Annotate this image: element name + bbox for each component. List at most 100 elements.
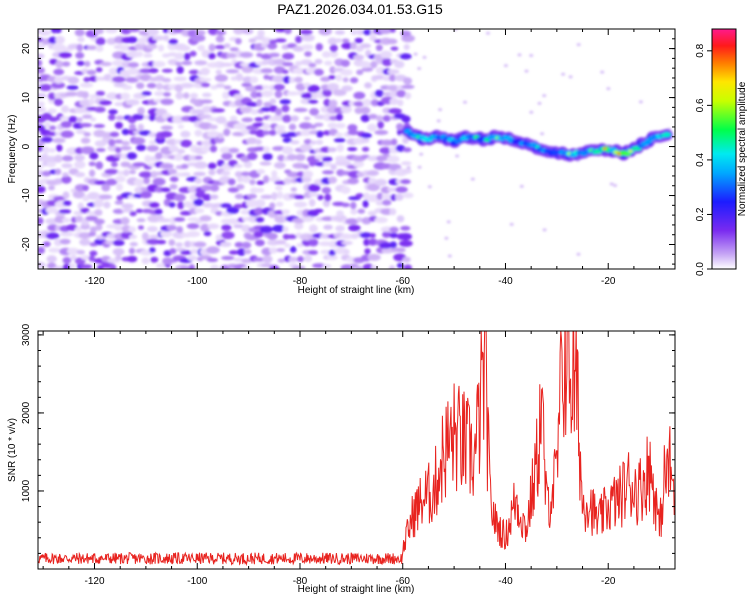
spectrogram-noise-cell	[48, 148, 56, 153]
spectrogram-noise-cell	[62, 61, 71, 67]
spectrogram-noise-cell	[390, 246, 399, 253]
spectrogram-noise-cell	[234, 171, 243, 178]
spectrogram-noise-cell	[188, 264, 195, 269]
spectrogram-noise-cell	[215, 30, 227, 36]
spectrogram-noise-cell	[274, 29, 288, 33]
spectrogram-noise-cell	[295, 35, 303, 44]
spectrogram-noise-cell	[66, 247, 80, 255]
spectrogram-noise-cell	[149, 140, 156, 145]
spectrogram-noise-cell	[382, 115, 391, 122]
spectrogram-noise-cell	[308, 238, 319, 247]
spectrogram-noise-cell	[234, 193, 244, 200]
spectrogram-noise-cell	[183, 92, 190, 99]
spectrogram-speck	[406, 166, 411, 170]
spectrogram-noise-cell	[209, 194, 219, 200]
spectrogram-noise-cell	[282, 76, 291, 84]
spectrogram-noise-cell	[360, 132, 372, 139]
spectrogram-noise-cell	[184, 240, 192, 248]
spectrogram-noise-cell	[335, 225, 345, 232]
spectrogram-noise-cell	[309, 224, 318, 233]
spectrogram-noise-cell	[155, 152, 163, 160]
spectrogram-noise-cell	[389, 74, 396, 82]
spectrogram-noise-cell	[361, 67, 374, 72]
spectrogram-noise-cell	[336, 210, 344, 217]
spectrogram-noise-cell	[78, 232, 92, 239]
spectrogram-noise-cell	[347, 147, 358, 152]
spectrogram-noise-cell	[281, 209, 290, 215]
spectrogram-noise-cell	[394, 60, 405, 69]
spectrogram-speck	[542, 94, 547, 98]
spectrogram-noise-cell	[154, 91, 165, 97]
spectrogram-noise-cell	[350, 201, 357, 210]
spectrogram-speck	[470, 177, 475, 181]
spectrogram-noise-cell	[119, 44, 131, 52]
spectrogram-noise-cell	[64, 91, 79, 97]
spectrogram-noise-cell	[168, 202, 176, 208]
spectrogram-noise-cell	[208, 52, 216, 60]
spectrogram-noise-cell	[159, 131, 173, 138]
spectrogram-noise-cell	[156, 263, 166, 269]
spectrogram-noise-cell	[387, 69, 400, 75]
spectrogram-noise-cell	[263, 175, 270, 184]
spectrogram-noise-cell	[98, 194, 113, 200]
spectrogram-noise-cell	[73, 210, 84, 216]
spectrogram-noise-cell	[121, 208, 134, 213]
spectrogram-noise-cell	[48, 116, 59, 122]
spectrogram-noise-cell	[38, 67, 46, 74]
spectrogram-noise-cell	[250, 109, 259, 115]
spectrogram-noise-cell	[342, 77, 349, 83]
spectrogram-noise-cell	[304, 51, 312, 57]
spectrogram-noise-cell	[303, 254, 313, 263]
y-tick-label: 2000	[21, 401, 32, 424]
spectrogram-noise-cell	[94, 106, 106, 113]
spectrogram-noise-cell	[194, 155, 203, 160]
spectrogram-noise-cell	[243, 160, 253, 169]
spectrogram-noise-cell	[52, 137, 66, 144]
y-tick-label: -10	[21, 188, 32, 203]
spectrogram-noise-cell	[389, 97, 399, 106]
spectrogram-noise-cell	[214, 61, 225, 69]
spectrogram-speck	[537, 101, 542, 105]
spectrogram-noise-cell	[74, 226, 83, 232]
spectrogram-noise-cell	[300, 129, 312, 137]
spectrogram-noise-cell	[38, 59, 43, 67]
spectrogram-noise-cell	[233, 122, 247, 130]
spectrogram-noise-cell	[381, 248, 394, 254]
spectrogram-noise-cell	[93, 124, 106, 128]
spectrogram-noise-cell	[327, 37, 338, 45]
spectrogram-noise-cell	[324, 193, 332, 202]
spectrogram-noise-cell	[138, 171, 153, 178]
spectrogram-noise-cell	[275, 239, 287, 245]
spectrogram-noise-cell	[138, 225, 144, 230]
spectrogram-noise-cell	[302, 164, 310, 170]
spectrogram-noise-cell	[215, 35, 225, 43]
spectrogram-noise-cell	[274, 90, 283, 99]
spectrogram-noise-cell	[242, 76, 254, 84]
spectrogram-noise-cell	[386, 187, 399, 192]
spectrogram-noise-cell	[55, 35, 65, 44]
spectrogram-speck	[638, 100, 643, 104]
spectrogram-noise-cell	[92, 29, 104, 35]
spectrogram-noise-cell	[248, 38, 257, 43]
spectrogram-noise-cell	[72, 190, 85, 199]
spectrogram-noise-cell	[404, 92, 412, 100]
spectrogram-noise-cell	[86, 45, 98, 50]
spectrogram-noise-cell	[61, 163, 73, 169]
spectrogram-noise-cell	[62, 191, 70, 199]
spectrogram-noise-cell	[313, 208, 324, 213]
spectrogram-noise-cell	[149, 247, 156, 253]
spectrogram-noise-cell	[276, 248, 286, 253]
spectrogram-noise-cell	[376, 192, 384, 200]
x-tick-label: -60	[396, 276, 411, 287]
spectrogram-noise-cell	[386, 84, 400, 91]
spectrogram-noise-cell	[168, 239, 176, 247]
spectrogram-noise-cell	[291, 265, 306, 269]
colorbar-ticks: 0.0 0.2 0.4 0.6 0.8	[695, 43, 712, 276]
spectrogram-noise-cell	[95, 67, 103, 73]
spectrogram-noise-cell	[114, 102, 125, 107]
spectrogram-noise-cell	[194, 177, 202, 184]
spectrogram-noise-cell	[132, 113, 145, 121]
spectrogram-noise-cell	[144, 155, 152, 163]
spectrogram-noise-cell	[189, 50, 197, 57]
spectrogram-noise-cell	[141, 257, 150, 265]
